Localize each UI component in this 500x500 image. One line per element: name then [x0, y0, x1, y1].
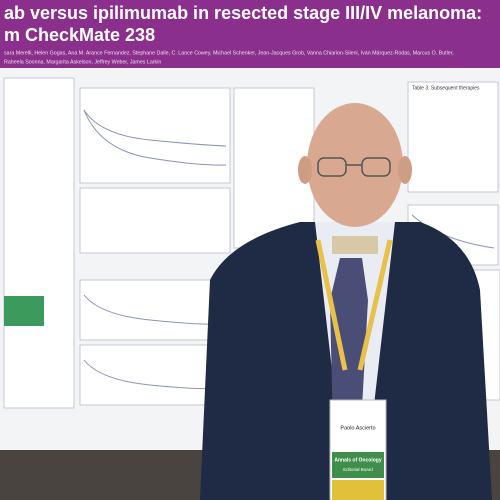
neck	[332, 236, 378, 254]
badge-subtitle: Editorial Board	[343, 467, 373, 472]
poster-green-box	[4, 296, 44, 326]
badge-ribbon	[332, 452, 384, 478]
badge-name: Paolo Ascierto	[340, 425, 375, 431]
ear	[398, 156, 412, 184]
poster-section-heading: Table 3. Subsequent therapies	[412, 85, 480, 91]
poster-title: m CheckMate 238	[4, 25, 155, 45]
glasses	[317, 157, 391, 177]
poster-authors: sara Merelli, Helen Gogas, Ana M. Arance…	[4, 50, 454, 56]
poster-panels	[3, 77, 500, 409]
badge-ribbon-text: Annals of Oncology	[334, 457, 381, 463]
poster-header	[0, 0, 500, 68]
poster-curves	[83, 109, 495, 390]
poster-authors: Raheela Soonna, Margarita Askelson, Jeff…	[4, 59, 161, 65]
poster-title: ab versus ipilimumab in resected stage I…	[4, 3, 482, 23]
ear	[298, 156, 312, 184]
lanyard	[315, 239, 393, 371]
badge-stripe	[332, 480, 384, 500]
